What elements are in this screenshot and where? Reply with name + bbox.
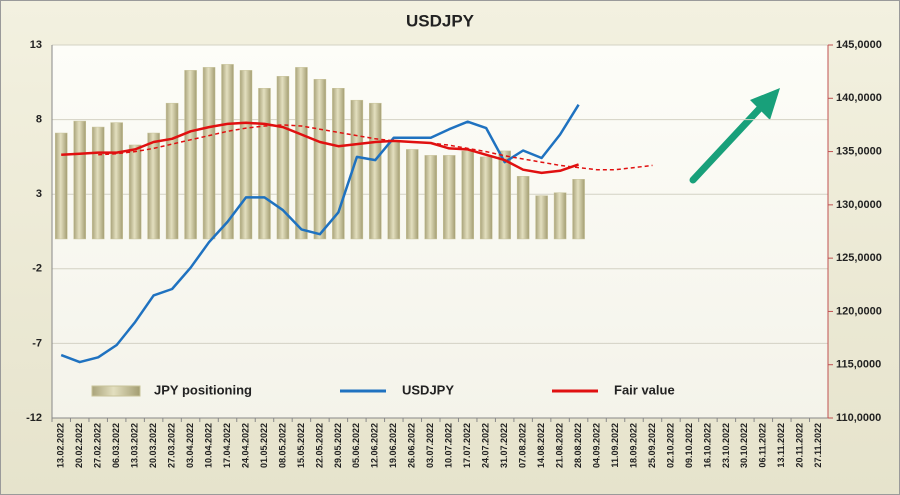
legend-label: Fair value [614, 382, 675, 397]
x-tick-label: 17.04.2022 [222, 423, 232, 468]
bar [165, 102, 179, 240]
x-tick-label: 09.10.2022 [684, 423, 694, 468]
x-tick-label: 22.05.2022 [314, 423, 324, 468]
legend-label: JPY positioning [154, 382, 252, 397]
x-tick-label: 16.10.2022 [702, 423, 712, 468]
x-tick-label: 13.02.2022 [56, 423, 66, 468]
plot-area [52, 45, 828, 418]
bar [147, 132, 160, 240]
bar [184, 70, 197, 240]
x-tick-label: 06.03.2022 [111, 423, 121, 468]
y-tick-label: 3 [36, 188, 42, 200]
x-tick-label: 19.06.2022 [388, 423, 398, 468]
bar [239, 70, 253, 240]
x-tick-label: 30.10.2022 [739, 423, 749, 468]
x-tick-label: 18.09.2022 [628, 423, 638, 468]
bar [91, 126, 105, 240]
y-tick-label: -12 [26, 412, 42, 424]
bar [258, 88, 271, 240]
x-tick-label: 02.10.2022 [665, 423, 675, 468]
bar [535, 195, 548, 240]
bar [406, 149, 419, 240]
bar [110, 122, 123, 240]
x-tick-label: 27.03.2022 [166, 423, 176, 468]
x-tick-label: 20.03.2022 [148, 423, 158, 468]
x-tick-label: 28.08.2022 [573, 423, 583, 468]
bar [516, 176, 530, 240]
bar [553, 192, 567, 240]
bar [295, 67, 308, 240]
y2-tick-label: 115,0000 [836, 359, 881, 371]
x-tick-label: 20.11.2022 [795, 423, 805, 468]
line [61, 121, 580, 175]
x-tick-label: 17.07.2022 [462, 423, 472, 468]
bar [461, 150, 474, 240]
x-tick-label: 12.06.2022 [370, 423, 380, 468]
x-tick-label: 27.11.2022 [813, 423, 823, 468]
y2-tick-label: 125,0000 [836, 252, 882, 264]
x-tick-label: 07.08.2022 [518, 423, 528, 468]
x-tick-label: 27.02.2022 [93, 423, 103, 468]
y2-tick-label: 145,0000 [836, 39, 882, 51]
x-tick-label: 21.08.2022 [554, 423, 564, 468]
chart-title: USDJPY [406, 11, 475, 30]
bar [73, 120, 86, 240]
bar [387, 140, 401, 240]
bar [313, 79, 327, 240]
bar [369, 102, 382, 240]
bar [424, 155, 438, 240]
x-tick-label: 03.04.2022 [185, 423, 195, 468]
line [60, 104, 580, 364]
x-tick-label: 26.06.2022 [407, 423, 417, 468]
bar [276, 76, 290, 240]
x-tick-label: 06.11.2022 [758, 423, 768, 468]
x-tick-label: 24.07.2022 [481, 423, 491, 468]
bar [221, 64, 234, 240]
bar [442, 155, 456, 240]
x-tick-label: 10.07.2022 [444, 423, 454, 468]
x-tick-label: 08.05.2022 [277, 423, 287, 468]
y-tick-label: 13 [30, 39, 42, 51]
trend-arrow [689, 88, 780, 184]
x-tick-label: 24.04.2022 [240, 423, 250, 468]
y2-tick-label: 140,0000 [836, 92, 882, 104]
x-tick-label: 29.05.2022 [333, 423, 343, 468]
x-tick-label: 11.09.2022 [610, 423, 620, 468]
x-tick-label: 01.05.2022 [259, 423, 269, 468]
legend-swatch [91, 385, 141, 397]
trend-line [98, 124, 653, 171]
x-tick-label: 05.06.2022 [351, 423, 361, 468]
bar [54, 132, 68, 240]
x-tick-label: 13.11.2022 [776, 423, 786, 468]
y-tick-label: 8 [36, 114, 42, 126]
x-tick-label: 20.02.2022 [74, 423, 84, 468]
x-tick-label: 04.09.2022 [591, 423, 601, 468]
bar [128, 144, 142, 240]
x-tick-label: 13.03.2022 [130, 423, 140, 468]
x-tick-label: 03.07.2022 [425, 423, 435, 468]
bar [498, 150, 511, 240]
bar [572, 179, 585, 240]
x-tick-label: 23.10.2022 [721, 423, 731, 468]
bar [479, 156, 493, 240]
x-tick-label: 10.04.2022 [203, 423, 213, 468]
bar [202, 67, 216, 240]
x-tick-label: 31.07.2022 [499, 423, 509, 468]
y2-tick-label: 135,0000 [836, 145, 882, 157]
y2-tick-label: 120,0000 [836, 305, 882, 317]
y2-tick-label: 130,0000 [836, 199, 882, 211]
x-tick-label: 25.09.2022 [647, 423, 657, 468]
y-tick-label: -7 [32, 337, 42, 349]
x-tick-label: 14.08.2022 [536, 423, 546, 468]
y2-tick-label: 110,0000 [836, 412, 881, 424]
y-tick-label: -2 [32, 263, 42, 275]
x-tick-label: 15.05.2022 [296, 423, 306, 468]
legend-label: USDJPY [402, 382, 454, 397]
